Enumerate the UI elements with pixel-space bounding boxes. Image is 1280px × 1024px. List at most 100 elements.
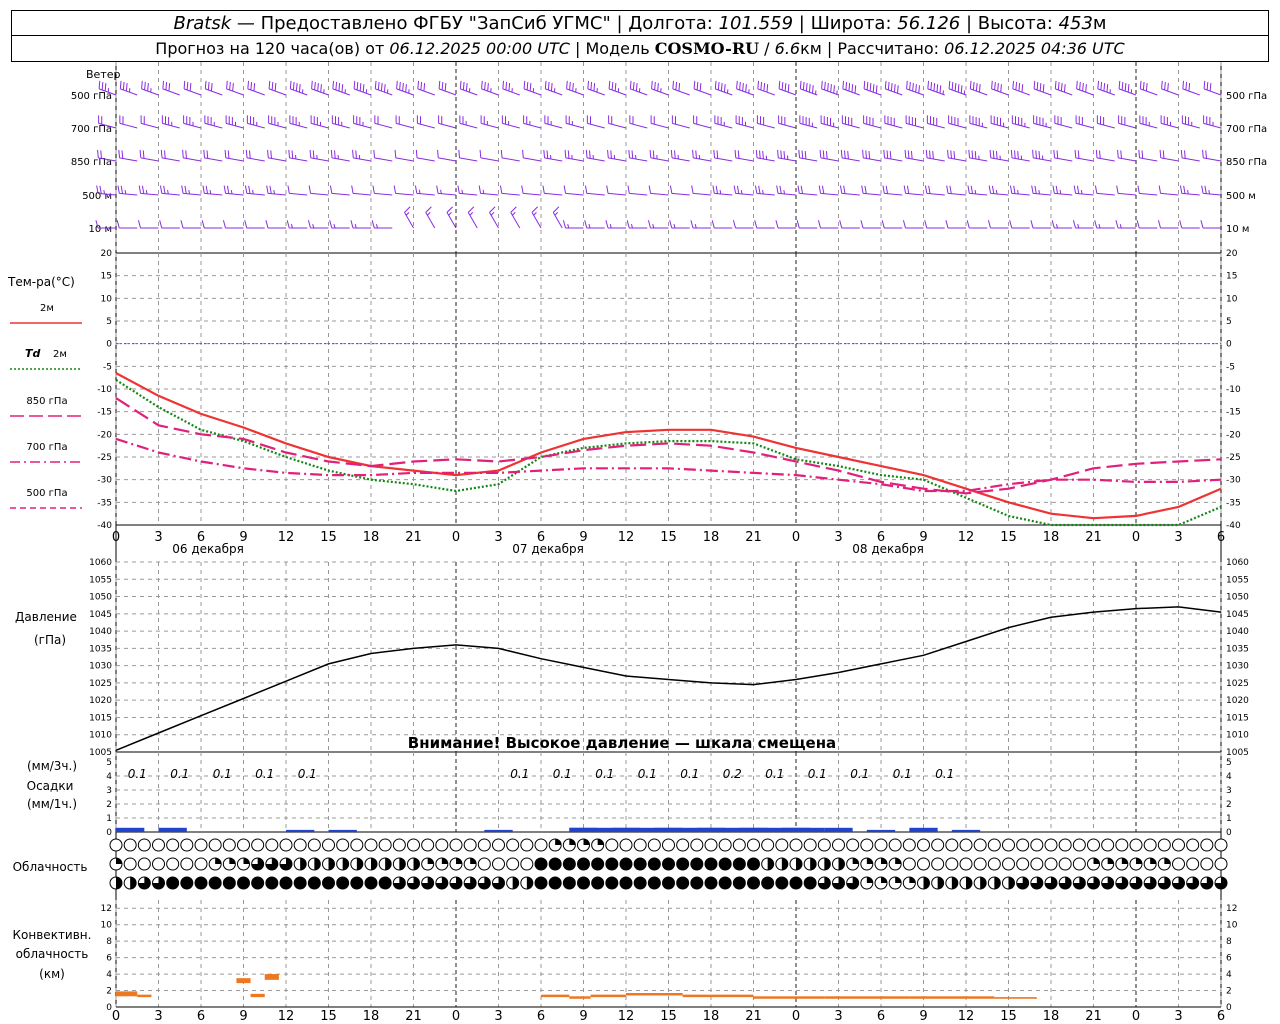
wind-barb — [288, 149, 308, 162]
wind-barb-feather — [120, 185, 124, 194]
wind-barb — [523, 115, 542, 129]
wind-barb-feather — [121, 150, 124, 159]
cloud-symbol — [180, 838, 194, 852]
wind-barb-shaft — [119, 122, 138, 129]
wind-barb-feather — [266, 185, 269, 194]
wind-barb-feather — [699, 83, 702, 92]
wind-barb-shaft — [1139, 192, 1158, 196]
wind-barb — [1010, 149, 1030, 162]
wind-barb — [669, 185, 690, 196]
wind-barb-shaft — [162, 122, 180, 129]
pres-ytick-left: 1025 — [89, 679, 112, 689]
precip-label: 0.1 — [638, 767, 657, 781]
cloud-symbol — [690, 857, 704, 871]
wind-barb — [969, 80, 988, 96]
wind-barb-feather — [141, 185, 145, 194]
cloud-symbol — [251, 838, 265, 852]
cloud-symbol-fill — [832, 877, 845, 889]
cloud-symbol-fill — [393, 877, 406, 889]
wind-barb — [542, 185, 563, 196]
conv-bar — [569, 996, 591, 999]
conv-hour-tick: 18 — [1043, 1009, 1060, 1024]
wind-barb-feather — [332, 80, 335, 89]
cloud-symbol-ring — [1002, 857, 1015, 871]
wind-barb-feather — [338, 83, 341, 92]
wind-barb — [159, 220, 180, 229]
wind-barb-feather — [717, 81, 720, 90]
cloud-symbol — [534, 876, 548, 890]
cloud-symbol — [662, 857, 675, 871]
wind-barb-feather — [821, 80, 823, 89]
wind-barb — [904, 149, 924, 162]
wind-barb-feather — [353, 80, 356, 89]
cloud-symbol-fill — [549, 858, 562, 870]
cloud-symbol-fill — [209, 877, 222, 889]
cloud-symbol — [732, 876, 746, 890]
conv-bar — [264, 974, 279, 980]
wind-barb-feather — [1201, 185, 1204, 194]
cloud-symbol — [789, 838, 803, 852]
temp-hour-tick: 0 — [112, 530, 120, 545]
conv-hour-tick: 6 — [1217, 1009, 1225, 1024]
cloud-symbol-ring — [959, 838, 973, 852]
wind-barb — [416, 115, 435, 129]
wind-barb — [119, 80, 138, 96]
wind-barb-feather — [930, 81, 933, 90]
wind-barb-feather — [351, 185, 354, 194]
cloud-symbol-fill — [229, 858, 236, 864]
wind-barb-feather — [883, 149, 886, 158]
wind-level-label-right: 10 м — [1226, 224, 1249, 235]
wind-barb-feather — [415, 149, 418, 158]
wind-barb — [650, 115, 669, 129]
wind-barb-feather — [860, 220, 864, 229]
wind-barb-feather — [825, 150, 828, 160]
cloud-symbol — [619, 838, 633, 852]
wind-barb-shaft — [735, 157, 754, 162]
wind-barb-feather — [1080, 189, 1083, 195]
cloud-symbol — [477, 876, 491, 890]
cloud-symbol-fill — [356, 858, 363, 870]
wind-barb-feather — [629, 80, 632, 89]
wind-barb — [97, 149, 117, 162]
temp-hour-tick: 3 — [1174, 530, 1182, 545]
wind-barb-shaft — [225, 192, 244, 196]
wind-barb-shaft — [545, 88, 563, 96]
wind-barb-feather — [884, 80, 887, 89]
wind-barb-feather — [762, 150, 764, 160]
wind-barb-feather — [994, 81, 996, 90]
wind-barb — [374, 80, 393, 96]
wind-barb-feather — [966, 220, 970, 229]
wind-barb-shaft — [671, 192, 690, 196]
wind-barb-feather — [141, 80, 143, 89]
wind-barb-feather — [142, 150, 145, 159]
cloud-symbol — [449, 857, 463, 871]
wind-barb-feather — [808, 84, 811, 93]
wind-barb-shaft — [268, 157, 287, 162]
wind-barb-feather — [969, 80, 972, 89]
wind-barb-feather — [737, 150, 740, 159]
temp-ytick-right: -15 — [1226, 408, 1241, 418]
cloud-symbol — [208, 838, 222, 852]
precip-ytick-right: 5 — [1226, 758, 1232, 768]
conv-ytick-right: 6 — [1226, 954, 1232, 964]
temp-hour-tick: 18 — [363, 530, 380, 545]
precip-title-1h: (мм/1ч.) — [27, 797, 77, 811]
wind-barb-feather — [862, 149, 864, 158]
wind-barb-shaft — [417, 88, 435, 96]
wind-barb — [882, 185, 903, 196]
wind-barb-feather — [800, 185, 804, 194]
wind-barb-shaft — [565, 122, 584, 129]
wind-barb — [840, 149, 860, 162]
wind-barb-shaft — [353, 88, 372, 96]
cloud-symbol — [1087, 838, 1100, 852]
cloud-symbol — [265, 876, 279, 890]
wind-barb-feather — [802, 81, 805, 90]
cloud-symbol-fill — [1008, 877, 1015, 889]
wind-barb-feather — [628, 149, 631, 158]
cloud-symbol — [1087, 857, 1100, 871]
wind-barb-shaft — [481, 88, 499, 96]
cloud-symbol-fill — [838, 858, 845, 870]
wind-barb-feather — [954, 83, 957, 92]
temp-ytick-left: -40 — [97, 521, 112, 531]
wind-barb — [798, 149, 818, 162]
